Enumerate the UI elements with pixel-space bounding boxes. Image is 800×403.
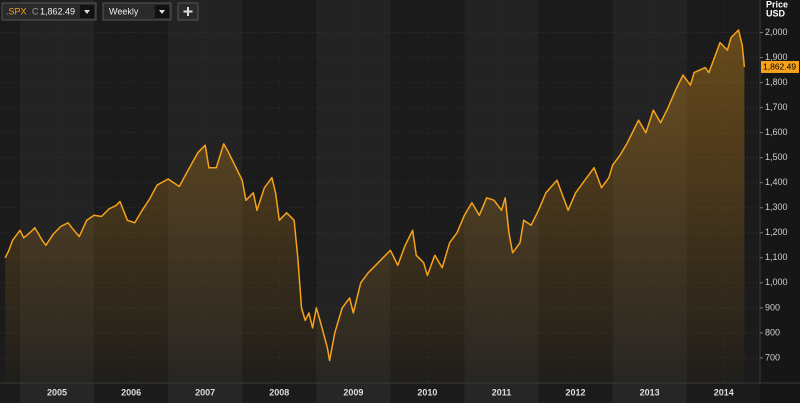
toolbar: .SPX C 1,862.49 Weekly	[1, 2, 199, 21]
x-tick-label: 2014	[714, 387, 734, 397]
y-tick-label: 1,200	[765, 227, 788, 237]
last-price: 1,862.49	[40, 6, 75, 16]
y-tick-label: 1,700	[765, 102, 788, 112]
y-axis-label: USD	[766, 8, 786, 18]
y-tick-label: 900	[765, 302, 780, 312]
y-tick-label: 1,500	[765, 152, 788, 162]
dropdown-arrow	[84, 10, 90, 14]
plot	[4, 29, 746, 383]
y-tick-label: 1,600	[765, 127, 788, 137]
axis-band	[168, 383, 243, 403]
interval-box[interactable]	[102, 2, 172, 21]
y-tick-label: 800	[765, 327, 780, 337]
x-tick-label: 2008	[269, 387, 289, 397]
x-tick-label: 2010	[417, 387, 437, 397]
x-tick-label: 2011	[492, 387, 512, 397]
price-line	[4, 29, 746, 362]
x-tick-label: 2007	[195, 387, 215, 397]
y-axis-label: Price	[766, 0, 788, 9]
x-tick-label: 2006	[121, 387, 141, 397]
price-area	[5, 30, 745, 383]
y-tick-label: 1,800	[765, 77, 788, 87]
axis-band	[316, 383, 391, 403]
interval: Weekly	[109, 6, 139, 16]
y-tick-label: 1,100	[765, 252, 788, 262]
x-tick-label: 2009	[343, 387, 363, 397]
symbol: .SPX	[6, 6, 27, 16]
last-value-marker	[761, 60, 799, 73]
axis-band	[20, 383, 95, 403]
y-tick-label: 2,000	[765, 27, 788, 37]
y-tick-label: 700	[765, 352, 780, 362]
axis-band	[464, 383, 539, 403]
axis-band	[612, 383, 687, 403]
symbol-box[interactable]	[1, 2, 97, 21]
y-tick-label: 1,300	[765, 202, 788, 212]
y-tick-label: 1,900	[765, 52, 788, 62]
axes: 2005 2006 2007 2008 2009 2010 2011 2012 2013 2014…	[47, 27, 799, 397]
y-tick-label: 1,000	[765, 277, 788, 287]
y-tick-label: 1,400	[765, 177, 788, 187]
x-tick-label: 2005	[47, 387, 67, 397]
add-icon	[183, 7, 193, 16]
last-value-label: 1,862.49	[763, 62, 796, 72]
field: C	[32, 6, 39, 16]
x-tick-label: 2013	[640, 387, 660, 397]
x-tick-label: 2012	[566, 387, 586, 397]
dropdown-arrow	[159, 10, 165, 14]
